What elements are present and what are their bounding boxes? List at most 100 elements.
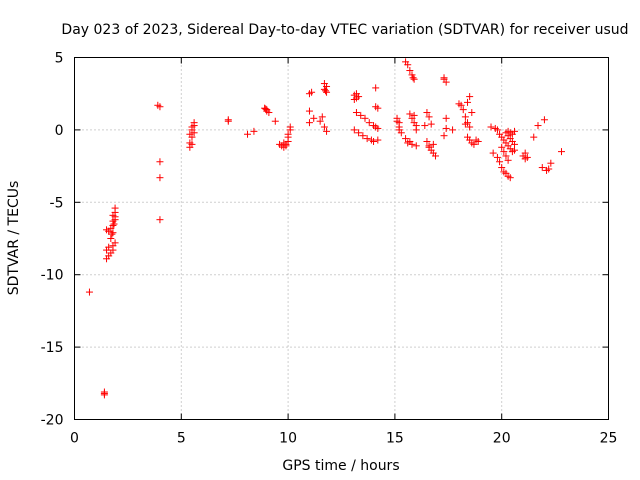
data-point (271, 117, 279, 125)
data-point (442, 124, 450, 132)
data-point (423, 109, 431, 117)
data-point (310, 114, 318, 122)
data-point (188, 133, 196, 141)
data-point (110, 220, 118, 228)
x-axis-label: GPS time / hours (282, 458, 399, 474)
data-point (440, 132, 448, 140)
data-point (558, 148, 566, 156)
data-point (461, 113, 469, 121)
data-point (284, 133, 292, 141)
x-tick-label: 5 (177, 431, 186, 447)
data-point (511, 127, 519, 135)
data-point (100, 391, 108, 399)
data-point (457, 101, 465, 109)
data-point (493, 126, 501, 134)
data-point (466, 93, 474, 101)
data-point (409, 74, 417, 82)
data-point (111, 216, 119, 224)
data-point (374, 104, 382, 112)
data-point (190, 129, 198, 137)
data-point (500, 148, 508, 156)
data-point (308, 88, 316, 96)
plot-frame (74, 57, 609, 420)
data-point (431, 152, 439, 160)
data-point (523, 153, 531, 161)
data-point (350, 95, 358, 103)
data-point (156, 103, 164, 111)
grid (74, 57, 609, 420)
data-point (511, 146, 519, 154)
data-point (355, 129, 363, 137)
data-point (250, 127, 258, 135)
data-point (498, 143, 506, 151)
data-point (421, 122, 429, 130)
data-point (282, 142, 290, 150)
data-point (156, 174, 164, 182)
data-point (442, 78, 450, 86)
data-point (538, 164, 546, 172)
x-tick-label: 15 (386, 431, 404, 447)
data-point (502, 152, 510, 160)
y-axis-label: SDTVAR / TECUs (6, 181, 22, 296)
data-point (474, 137, 482, 145)
data-point (402, 135, 410, 143)
data-point (109, 246, 117, 254)
y-tick-label: -10 (41, 268, 64, 284)
data-point (323, 82, 331, 90)
data-point (109, 229, 117, 237)
data-point (305, 119, 313, 127)
data-point (262, 105, 270, 113)
data-point (412, 142, 420, 150)
data-point (489, 149, 497, 157)
y-tick-label: 5 (55, 51, 64, 67)
data-point (404, 61, 412, 69)
data-point (109, 221, 117, 229)
x-tick-label: 20 (493, 431, 511, 447)
data-point (461, 120, 469, 128)
data-point (521, 149, 529, 157)
data-point (365, 119, 373, 127)
data-point (470, 140, 478, 148)
data-point (372, 123, 380, 131)
data-point (316, 117, 324, 125)
data-point (244, 130, 252, 138)
data-point (504, 127, 512, 135)
data-point (393, 117, 401, 125)
data-point (410, 75, 418, 83)
data-point (487, 123, 495, 131)
data-point (363, 135, 371, 143)
data-point (442, 114, 450, 122)
data-point (408, 71, 416, 79)
data-point (449, 126, 457, 134)
data-point (111, 239, 119, 247)
y-tick-label: -15 (41, 340, 64, 356)
y-tick-label: -20 (41, 413, 64, 429)
chart-title: Day 023 of 2023, Sidereal Day-to-day VTE… (61, 22, 628, 38)
y-tick-label: -5 (50, 195, 64, 211)
data-point (156, 216, 164, 224)
data-point (427, 120, 435, 128)
data-point (423, 137, 431, 145)
data-point (406, 67, 414, 75)
data-point (188, 140, 196, 148)
data-point (540, 116, 548, 124)
data-point (107, 235, 115, 242)
data-point (190, 122, 198, 130)
data-point (498, 164, 506, 172)
data-point (429, 140, 437, 148)
data-point (530, 133, 538, 141)
data-point (359, 132, 367, 140)
data-point (85, 288, 93, 296)
data-points (85, 58, 566, 399)
axis-ticks: 0 5 10 15 20 25 5 0 -5 -10 -15 -20 (41, 51, 618, 447)
data-point (105, 243, 113, 251)
data-point (320, 123, 328, 131)
data-point (425, 113, 433, 121)
data-point (406, 110, 414, 118)
data-point (372, 84, 380, 92)
data-point (305, 107, 313, 115)
data-point (534, 122, 542, 130)
data-point (412, 126, 420, 134)
data-point (318, 113, 326, 121)
